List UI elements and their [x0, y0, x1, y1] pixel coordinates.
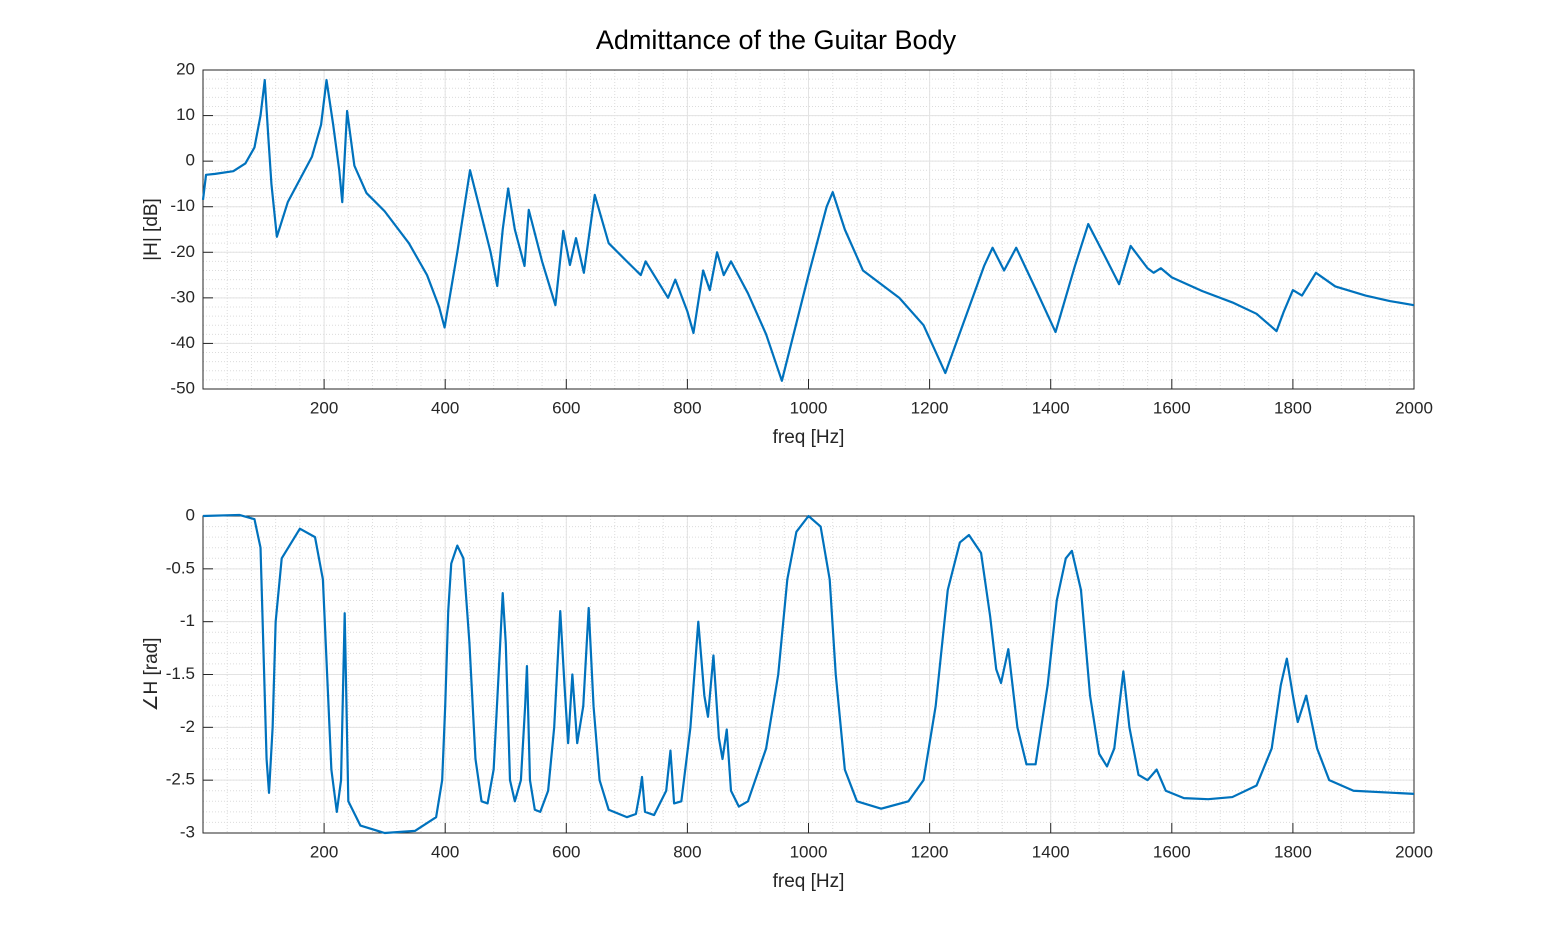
x-tick-label: 1000: [790, 842, 828, 861]
x-tick-label: 1200: [911, 398, 949, 417]
y-tick-label: -30: [170, 287, 195, 306]
x-tick-label: 400: [431, 842, 459, 861]
x-tick-label: 1600: [1153, 842, 1191, 861]
y-tick-label: -40: [170, 333, 195, 352]
y-tick-label: -2.5: [166, 770, 195, 789]
y-tick-label: -1: [180, 611, 195, 630]
x-tick-label: 2000: [1395, 398, 1433, 417]
x-tick-label: 800: [673, 398, 701, 417]
y-axis-label: ∠H [rad]: [141, 637, 162, 711]
y-tick-label: -2: [180, 717, 195, 736]
x-tick-label: 200: [310, 842, 338, 861]
y-axis-label: |H| [dB]: [141, 198, 162, 261]
data-line: [201, 78, 1415, 382]
y-tick-label: 0: [186, 151, 195, 170]
data-line: [202, 513, 1415, 835]
axes: 200 400 600 800 1000 1200 1400 1600 1800 2000-50-…: [141, 59, 1433, 448]
x-tick-label: 1800: [1274, 398, 1312, 417]
axes-frame: [202, 69, 1415, 390]
x-tick-label: 1600: [1153, 398, 1191, 417]
x-tick-label: 400: [431, 398, 459, 417]
y-tick-label: -0.5: [166, 558, 195, 577]
x-tick-label: 800: [673, 842, 701, 861]
axes: 200 400 600 800 1000 1200 1400 1600 1800 2000 -3 -2…: [141, 505, 1433, 892]
x-tick-label: 600: [552, 842, 580, 861]
x-axis-label: freq [Hz]: [773, 427, 845, 448]
y-tick-label: 10: [176, 105, 195, 124]
y-tick-label: -50: [170, 378, 195, 397]
x-tick-label: 1000: [790, 398, 828, 417]
x-tick-label: 1200: [911, 842, 949, 861]
x-tick-label: 200: [310, 398, 338, 417]
y-tick-label: -3: [180, 822, 195, 841]
x-tick-label: 1400: [1032, 398, 1070, 417]
x-tick-label: 600: [552, 398, 580, 417]
y-tick-label: -20: [170, 242, 195, 261]
y-tick-label: 0: [186, 505, 195, 524]
y-tick-label: -1.5: [166, 664, 195, 683]
x-tick-label: 2000: [1395, 842, 1433, 861]
y-tick-label: 20: [176, 59, 195, 78]
x-axis-label: freq [Hz]: [773, 871, 845, 892]
y-tick-label: -10: [170, 196, 195, 215]
x-tick-label: 1400: [1032, 842, 1070, 861]
x-tick-label: 1800: [1274, 842, 1312, 861]
chart-title: Admittance of the Guitar Body: [596, 25, 957, 55]
